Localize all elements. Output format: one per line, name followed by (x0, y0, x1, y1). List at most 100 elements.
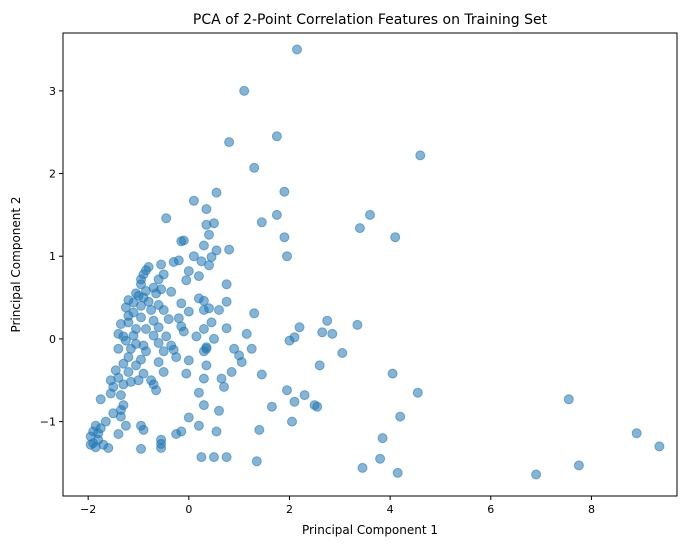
scatter-point (563, 394, 574, 405)
scatter-point (196, 256, 207, 267)
scatter-point (136, 279, 146, 290)
scatter-point (289, 396, 300, 407)
scatter-point (221, 323, 232, 334)
scatter-point (178, 326, 189, 337)
y-tick-label: −1 (40, 416, 56, 429)
scatter-point (204, 260, 214, 271)
scatter-point (256, 217, 267, 228)
scatter-point (375, 453, 386, 464)
scatter-point (327, 328, 338, 339)
scatter-point (201, 204, 212, 215)
scatter-point (138, 368, 149, 379)
scatter-point (312, 401, 323, 412)
scatter-point (224, 244, 235, 255)
y-tick-label: 2 (49, 168, 56, 181)
scatter-point (115, 390, 126, 401)
scatter-point (412, 387, 423, 398)
scatter-point (168, 257, 179, 267)
scatter-point (113, 372, 124, 383)
scatter-point (365, 209, 375, 220)
scatter-point (249, 308, 260, 319)
scatter-point (120, 420, 131, 431)
scatter-point (95, 394, 106, 405)
scatter-point (198, 240, 209, 251)
scatter-point (204, 303, 214, 314)
scatter-point (158, 367, 169, 377)
scatter-point (299, 390, 310, 401)
scatter-point (161, 213, 172, 224)
scatter-point (156, 443, 167, 453)
scatter-point (221, 452, 232, 463)
scatter-point (211, 426, 222, 437)
scatter-points (85, 44, 665, 480)
scatter-point (377, 433, 388, 444)
scatter-point (176, 236, 187, 247)
scatter-point (256, 369, 267, 380)
scatter-point (148, 315, 159, 326)
scatter-point (387, 368, 398, 379)
scatter-point (196, 452, 207, 463)
scatter-point (158, 346, 169, 357)
scatter-point (133, 375, 144, 386)
scatter-point (206, 317, 217, 328)
scatter-point (209, 452, 219, 463)
scatter-point (183, 412, 194, 423)
scatter-point (113, 343, 124, 354)
scatter-point (183, 266, 194, 277)
x-tick-label: 6 (487, 503, 494, 516)
scatter-point (246, 343, 257, 354)
scatter-point (282, 385, 292, 396)
scatter-point (271, 209, 282, 220)
scatter-point (241, 328, 252, 339)
scatter-point (282, 251, 292, 262)
scatter-point (120, 335, 131, 346)
scatter-point (573, 460, 584, 471)
scatter-point (115, 319, 126, 329)
scatter-point (531, 469, 542, 480)
scatter-point (236, 357, 247, 368)
scatter-point (151, 288, 162, 299)
scatter-point (224, 137, 235, 148)
scatter-point (317, 327, 328, 338)
scatter-point (289, 332, 300, 343)
scatter-point (153, 322, 164, 333)
x-axis-label: Principal Component 1 (302, 523, 438, 537)
scatter-point (141, 346, 151, 357)
scatter-point (201, 219, 212, 230)
scatter-point (239, 85, 250, 96)
scatter-point (183, 355, 194, 366)
scatter-point (100, 416, 111, 427)
scatter-point (193, 420, 204, 431)
x-tick-label: 4 (387, 503, 394, 516)
scatter-point (201, 360, 212, 371)
scatter-point (357, 462, 368, 473)
scatter-point (166, 286, 177, 297)
scatter-point (148, 330, 159, 341)
y-axis-label: Principal Component 2 (9, 196, 23, 332)
scatter-point (221, 279, 232, 290)
y-tick-label: 1 (49, 250, 56, 263)
scatter-point (153, 338, 164, 348)
scatter-point (354, 223, 365, 234)
scatter-point (156, 259, 167, 270)
scatter-point (219, 381, 229, 392)
scatter-point (138, 424, 149, 435)
scatter-point (193, 271, 204, 282)
scatter-point (123, 367, 134, 377)
scatter-point (176, 298, 187, 309)
scatter-point (103, 443, 114, 453)
scatter-point (191, 331, 202, 342)
x-tick-label: 8 (588, 503, 595, 516)
scatter-point (279, 232, 290, 243)
scatter-point (146, 305, 157, 315)
scatter-point (204, 229, 214, 240)
scatter-point (395, 411, 406, 422)
scatter-point (221, 296, 232, 307)
scatter-point (337, 348, 348, 358)
scatter-point (216, 373, 227, 384)
scatter-point (198, 324, 209, 334)
scatter-point (136, 443, 146, 454)
scatter-point (153, 357, 164, 368)
scatter-point (254, 424, 265, 435)
chart-title: PCA of 2-Point Correlation Features on T… (193, 12, 548, 28)
